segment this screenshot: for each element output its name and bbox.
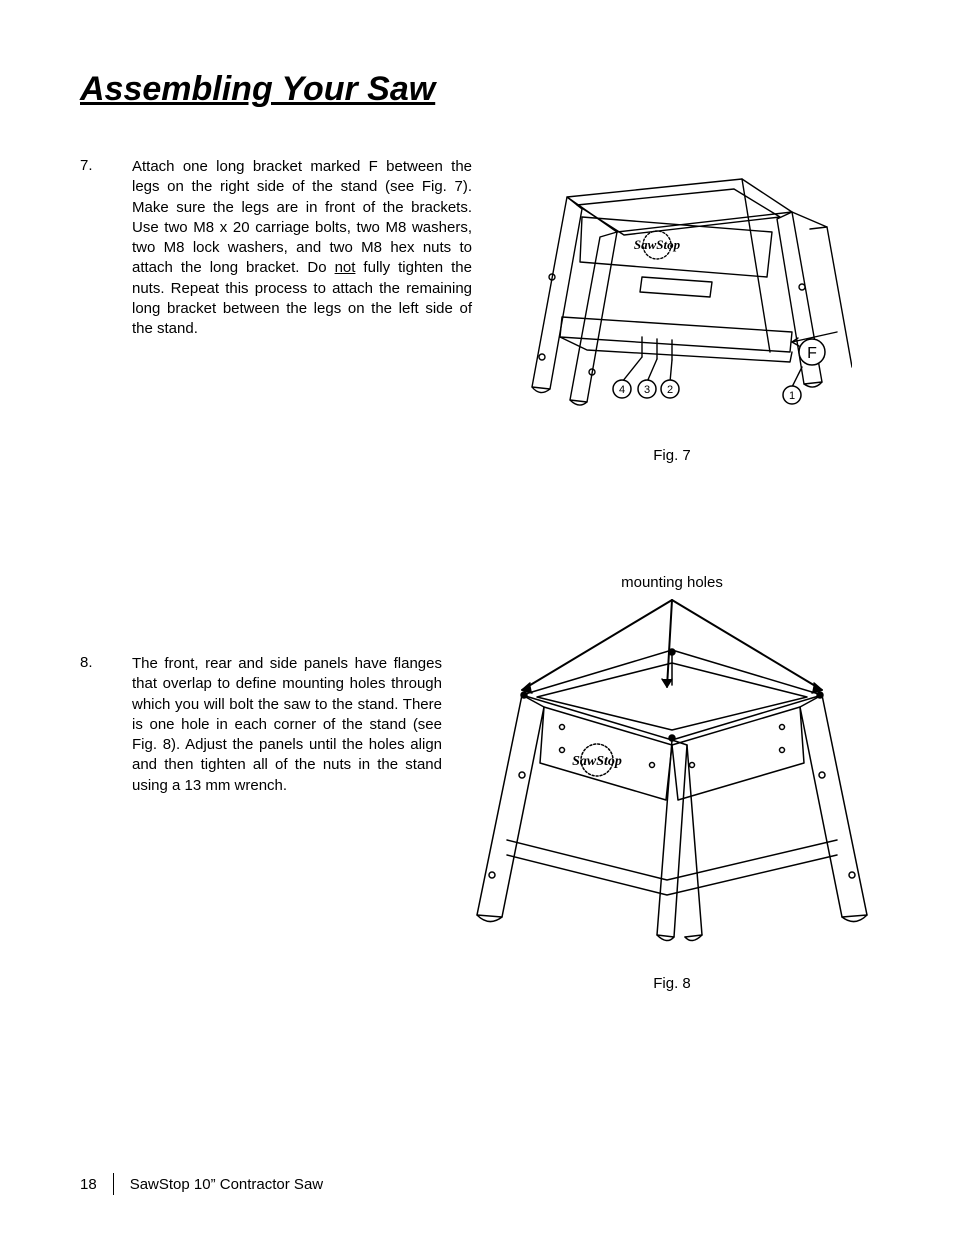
page-number: 18 xyxy=(80,1176,97,1193)
fig7-callout-1: 1 xyxy=(789,390,795,402)
figure7-svg: SawStop 4 3 2 1 F xyxy=(492,157,852,437)
page-footer: 18 SawStop 10” Contractor Saw xyxy=(80,1173,323,1195)
step7-section: 7. Attach one long bracket marked F betw… xyxy=(80,157,884,464)
fig8-logo-text: SawStop xyxy=(572,754,622,769)
page-title: Assembling Your Saw xyxy=(80,70,884,109)
step8-number: 8. xyxy=(80,654,104,671)
step8-row: 8. The front, rear and side panels have … xyxy=(80,654,442,796)
fig7-callout-4: 4 xyxy=(619,384,625,396)
fig7-callout-3: 3 xyxy=(644,384,650,396)
fig7-callout-2: 2 xyxy=(667,384,673,396)
step7-text-underline: not xyxy=(335,259,356,276)
figure8: mounting holes xyxy=(462,574,882,992)
step8-text: The front, rear and side panels have fla… xyxy=(132,654,442,796)
fig7-logo-text: SawStop xyxy=(634,237,681,252)
figure8-label-top: mounting holes xyxy=(621,574,723,591)
step7-row: 7. Attach one long bracket marked F betw… xyxy=(80,157,472,339)
figure7-caption: Fig. 7 xyxy=(653,447,691,464)
figure8-caption: Fig. 8 xyxy=(653,975,691,992)
step8-section: 8. The front, rear and side panels have … xyxy=(80,574,884,992)
footer-divider xyxy=(113,1173,114,1195)
product-name: SawStop 10” Contractor Saw xyxy=(130,1176,323,1193)
figure7: SawStop 4 3 2 1 F Fig. 7 xyxy=(492,157,852,464)
step7-number: 7. xyxy=(80,157,104,174)
fig7-callout-F: F xyxy=(807,345,817,362)
step7-text: Attach one long bracket marked F between… xyxy=(132,157,472,339)
figure8-svg: SawStop xyxy=(462,595,882,965)
